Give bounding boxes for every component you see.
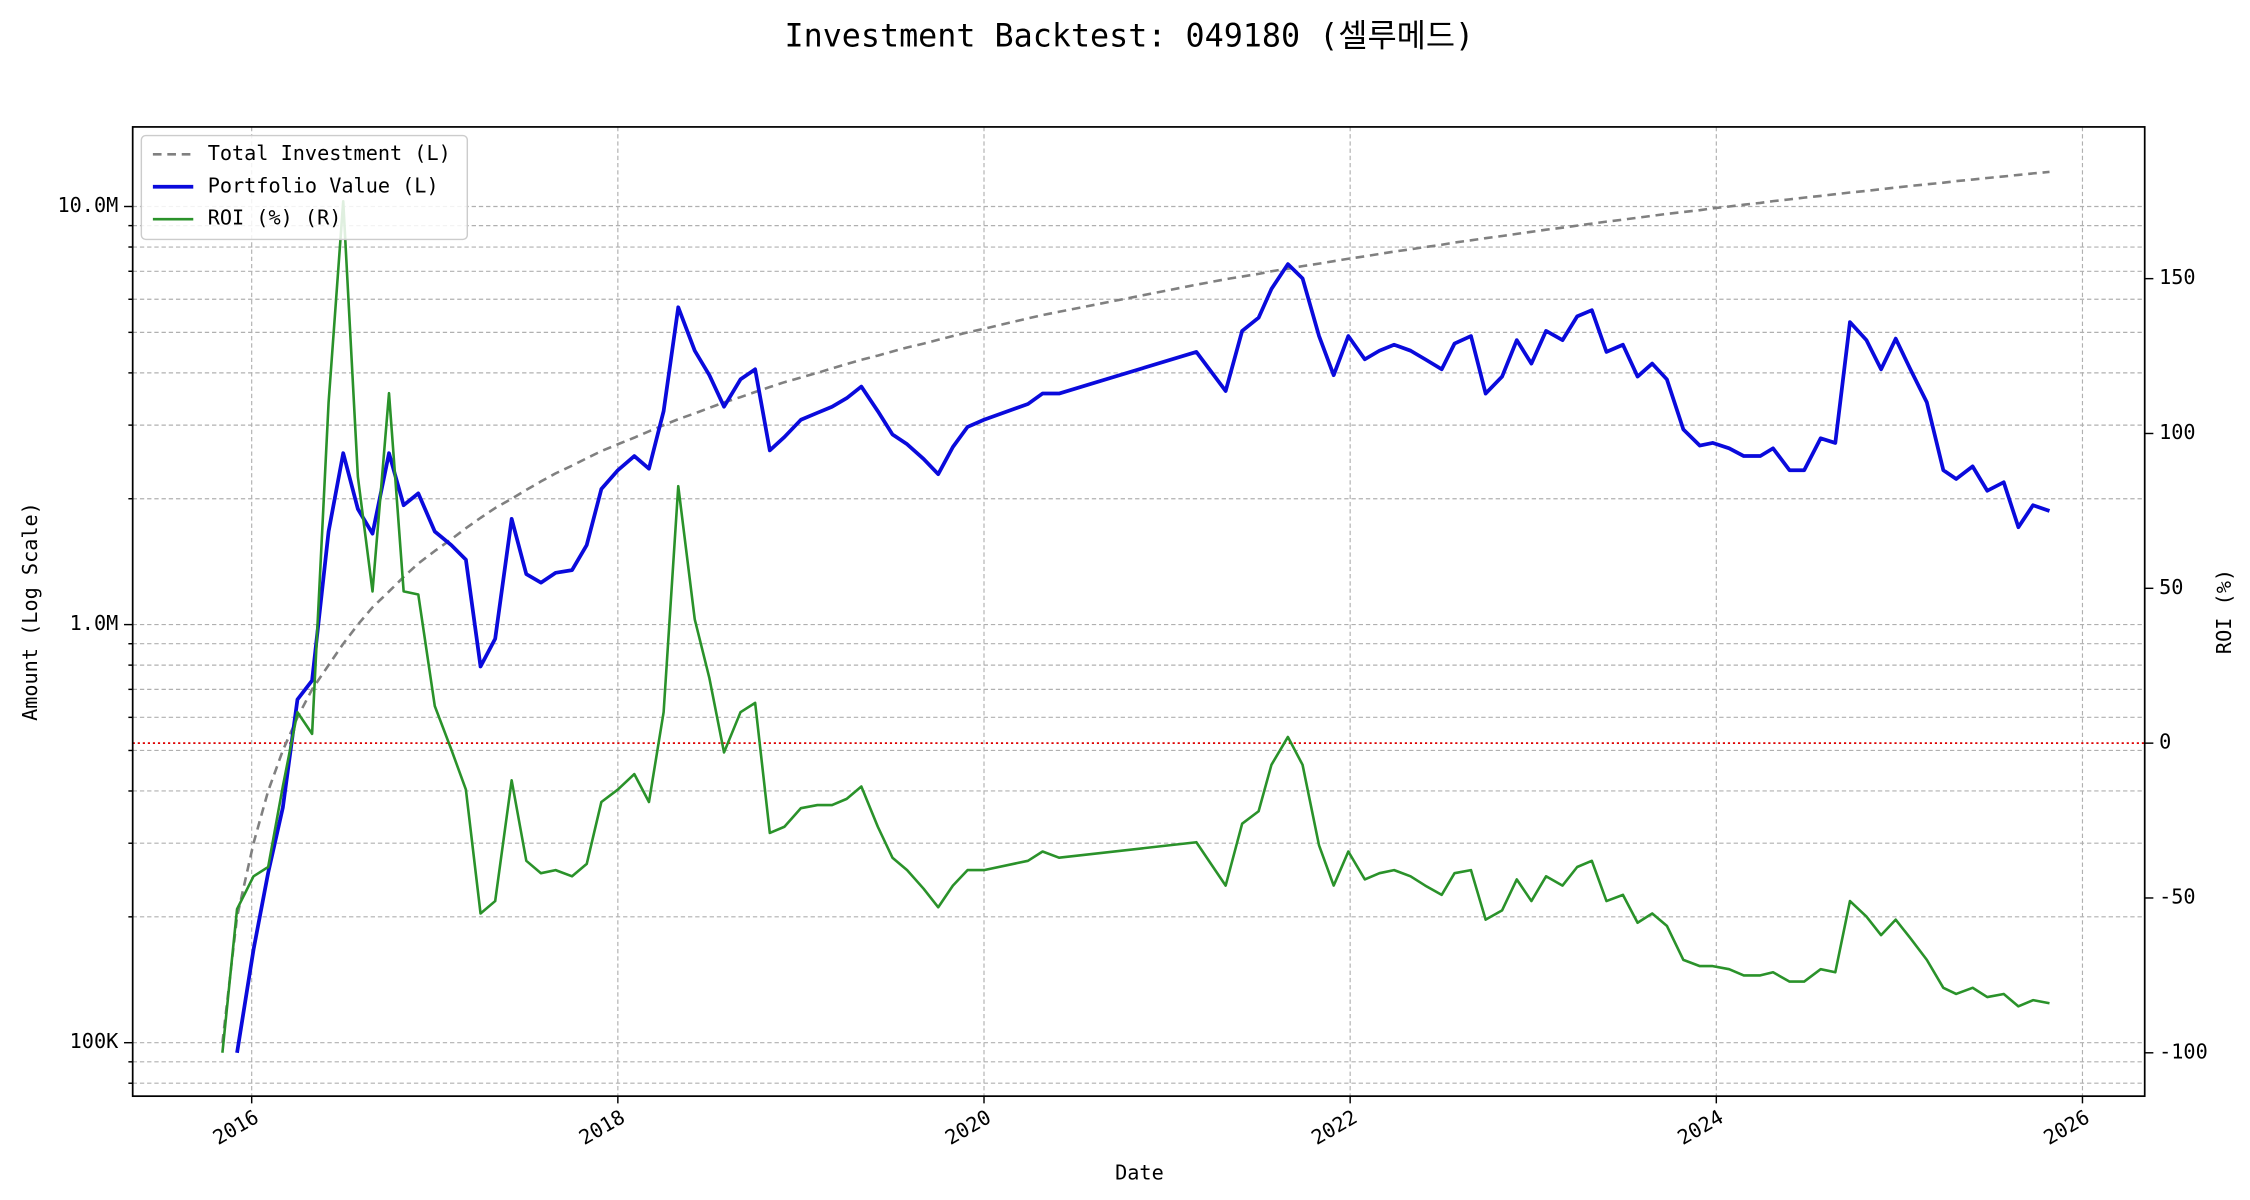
y2-tick-label: 150 <box>2159 265 2195 289</box>
y2-tick-label: -100 <box>2159 1039 2208 1063</box>
axes: 2016 2018 2020 2022 2024 2026100K1.0M10.0M-10… <box>57 193 2207 1150</box>
y-tick-label: 10.0M <box>57 193 118 217</box>
grid <box>132 126 2145 1097</box>
series-line <box>221 199 2050 1053</box>
y2-tick-label: -50 <box>2159 884 2195 908</box>
y-tick-label: 1.0M <box>70 611 119 635</box>
y-tick-label: 100K <box>70 1029 119 1053</box>
plot-area <box>132 170 2145 1054</box>
legend-box <box>140 134 469 241</box>
series-line <box>221 170 2050 1043</box>
legend-label: Portfolio Value (L) <box>208 173 439 197</box>
y2-axis-label: ROI (%) <box>2212 569 2236 654</box>
y2-tick-label: 100 <box>2159 420 2195 444</box>
y-axis-label: Amount (Log Scale) <box>18 502 42 721</box>
plot-frame <box>131 126 2146 1098</box>
x-axis-label: Date <box>1115 1161 1164 1185</box>
chart-title: Investment Backtest: 049180 (셀루메드) <box>785 19 1475 55</box>
legend-label: ROI (%) (R) <box>208 206 342 230</box>
legend: Total Investment (L) Portfolio Value (L) R… <box>140 134 469 241</box>
series-line <box>235 262 2051 1054</box>
y2-tick-label: 0 <box>2159 730 2171 754</box>
y2-tick-label: 50 <box>2159 575 2183 599</box>
legend-label: Total Investment (L) <box>208 141 451 165</box>
